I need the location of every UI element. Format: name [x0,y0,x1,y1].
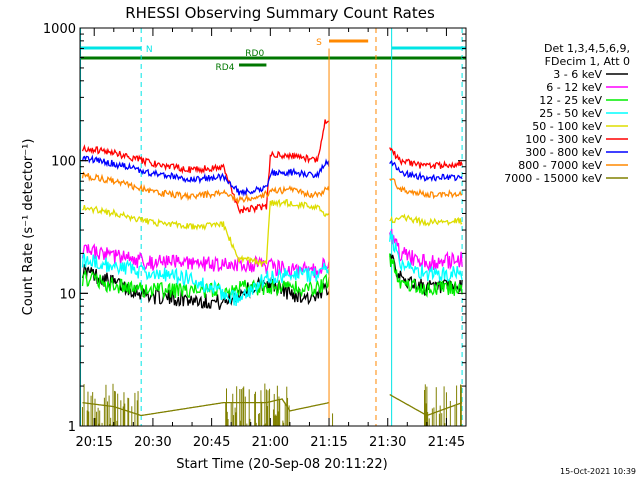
series-line [82,198,463,268]
y-tick-label: 1000 [43,22,76,37]
flag-label: S [316,38,322,48]
series-line [81,230,463,307]
render-timestamp: 15-Oct-2021 10:39 [560,467,636,476]
y-tick-label: 10 [59,287,76,302]
plot-frame [79,27,467,427]
legend-label: 50 - 100 keV [532,120,602,133]
y-tick-label: 1 [68,420,76,435]
legend-label: 25 - 50 keV [539,107,602,120]
flag-label: N [146,45,153,55]
y-axis-label: Count Rate (s⁻¹ detector⁻¹) [21,139,36,316]
legend-header: Det 1,3,4,5,6,9, [544,42,630,55]
legend-label: 300 - 800 keV [525,146,602,159]
flag-label: RD4 [216,63,235,73]
x-tick-label: 20:15 [75,435,112,450]
legend-label: 100 - 300 keV [525,133,602,146]
legend-label: 3 - 6 keV [553,68,602,81]
x-tick-label: 20:30 [134,435,171,450]
series-line [81,171,463,205]
orbit-boundaries [80,28,463,426]
legend-label: 7000 - 15000 keV [504,172,602,185]
x-tick-label: 21:45 [428,435,465,450]
x-tick-label: 21:15 [310,435,347,450]
series-layer [81,48,463,426]
y-tick-label: 100 [51,155,76,170]
x-tick-label: 21:00 [252,435,289,450]
legend-label: 800 - 7000 keV [518,159,602,172]
legend-label: 6 - 12 keV [546,81,602,94]
flag-label: RD0 [245,49,264,59]
legend: Det 1,3,4,5,6,9,FDecim 1, Att 03 - 6 keV… [504,42,630,185]
x-axis-label: Start Time (20-Sep-08 20:11:22) [176,457,387,472]
series-line [81,154,463,197]
legend-header: FDecim 1, Att 0 [545,55,630,68]
x-tick-label: 21:30 [369,435,406,450]
series-line [81,119,463,215]
instrument-flags: N S RD0 RD4 [80,38,466,73]
x-tick-label: 20:45 [193,435,230,450]
legend-label: 12 - 25 keV [539,94,602,107]
axes: 1 10 100 1000 20:15 20:30 20:45 21:00 21:15 21:30… [43,22,467,450]
chart-title: RHESSI Observing Summary Count Rates [125,4,435,22]
